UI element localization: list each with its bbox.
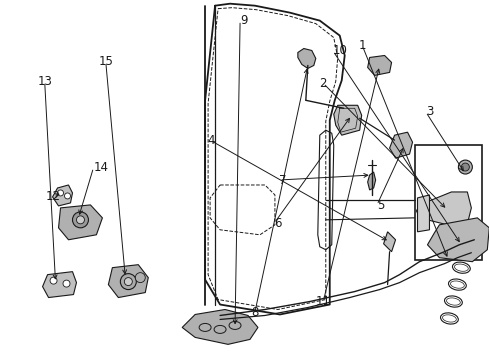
Polygon shape xyxy=(368,55,392,75)
Text: 14: 14 xyxy=(94,161,108,174)
Polygon shape xyxy=(334,105,362,135)
Text: 2: 2 xyxy=(319,77,327,90)
Circle shape xyxy=(57,190,64,196)
Polygon shape xyxy=(43,272,76,298)
Circle shape xyxy=(65,193,71,199)
Polygon shape xyxy=(416,192,471,226)
Text: 12: 12 xyxy=(46,190,61,203)
Circle shape xyxy=(73,212,89,228)
Text: 8: 8 xyxy=(251,306,258,319)
Text: 1: 1 xyxy=(359,39,366,52)
Circle shape xyxy=(50,277,57,284)
Polygon shape xyxy=(108,265,148,298)
Circle shape xyxy=(63,280,70,287)
Text: 3: 3 xyxy=(426,105,433,118)
Text: 11: 11 xyxy=(316,296,331,309)
Polygon shape xyxy=(52,185,73,206)
Polygon shape xyxy=(58,205,102,240)
Text: 5: 5 xyxy=(377,199,384,212)
Text: 10: 10 xyxy=(333,44,348,57)
Text: 4: 4 xyxy=(207,134,215,147)
Circle shape xyxy=(124,278,132,285)
Text: 15: 15 xyxy=(98,55,113,68)
Text: 9: 9 xyxy=(240,14,247,27)
Bar xyxy=(415,145,482,260)
Circle shape xyxy=(462,163,469,171)
Polygon shape xyxy=(368,172,376,190)
Circle shape xyxy=(135,273,145,283)
Polygon shape xyxy=(417,195,429,232)
Polygon shape xyxy=(298,49,316,68)
Circle shape xyxy=(76,216,84,224)
Text: 7: 7 xyxy=(279,174,287,186)
Polygon shape xyxy=(427,218,490,262)
Circle shape xyxy=(458,160,472,174)
Polygon shape xyxy=(182,310,258,345)
Circle shape xyxy=(121,274,136,289)
Polygon shape xyxy=(384,232,395,252)
Polygon shape xyxy=(390,132,413,158)
Text: 6: 6 xyxy=(274,216,282,230)
Text: 13: 13 xyxy=(37,75,52,88)
